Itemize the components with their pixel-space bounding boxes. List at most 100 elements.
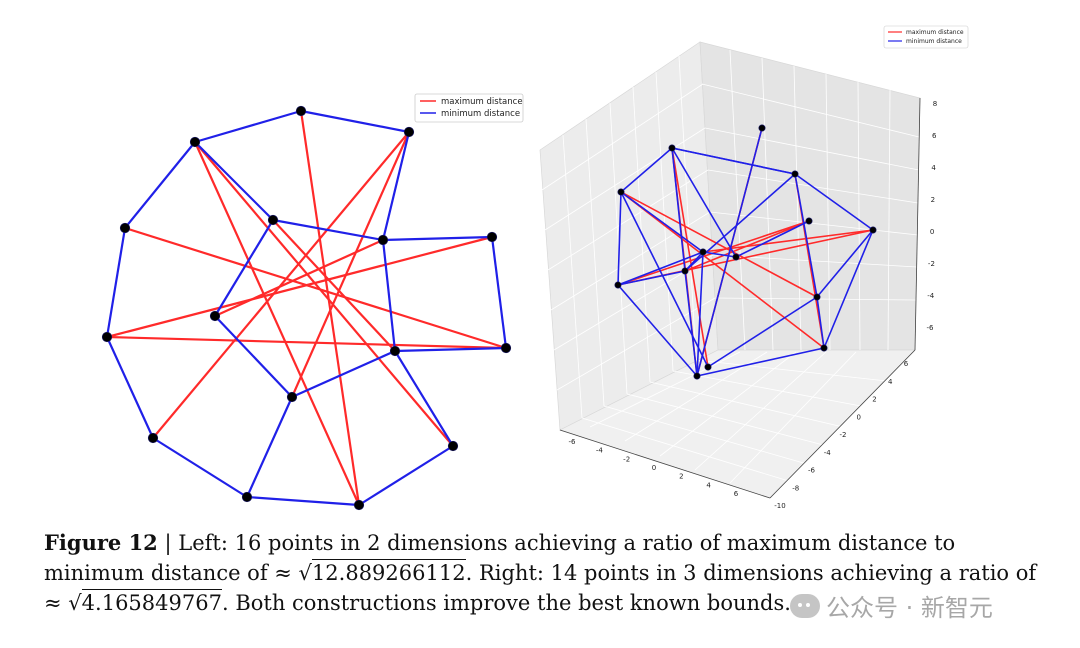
right-point-4: [805, 217, 813, 225]
y-tick-2: -6: [808, 467, 816, 475]
left-max-edge-3: [193, 141, 361, 506]
figure-label: Figure 12: [44, 530, 158, 555]
right-point-2: [791, 170, 799, 178]
right-min-edge-5: [696, 347, 825, 377]
left-point-7: [101, 331, 113, 343]
axes-3d-panes: [539, 41, 921, 499]
left-min-edge-0: [194, 109, 302, 144]
left-max-edge-7: [106, 335, 507, 350]
x-axis-tick-labels: -6 -4 -2 0 2 4 6: [569, 438, 739, 498]
left-figure-2d: maximum distance minimum distance: [101, 93, 524, 511]
left-min-edge-10: [490, 236, 508, 349]
y-tick-0: -10: [774, 502, 785, 510]
y-tick-8: 6: [904, 360, 909, 368]
left-min-edge-6: [246, 495, 360, 507]
right-min-edge-2: [620, 147, 673, 193]
watermark-text: 公众号 · 新智元: [826, 594, 993, 622]
right-min-edge-6: [823, 229, 874, 349]
right-point-0: [758, 124, 766, 132]
left-min-edge-15: [272, 218, 384, 242]
left-point-13: [447, 440, 459, 452]
left-point-14: [241, 491, 253, 503]
left-points: [101, 105, 512, 511]
left-min-edge-12: [381, 131, 411, 241]
x-tick-3: 0: [652, 464, 656, 472]
right-min-edge-4: [617, 284, 698, 377]
left-min-edge-19: [245, 396, 294, 498]
right-min-edge-19: [735, 220, 810, 258]
figure-caption: Figure 12 | Left: 16 points in 2 dimensi…: [44, 528, 1044, 618]
right-min-edge-15: [696, 251, 704, 377]
right-min-edge-18: [702, 251, 737, 258]
right-min-edge-13: [816, 296, 825, 349]
z-axis-tick-labels: 8 6 4 2 0 -2 -4 -6: [927, 100, 938, 332]
left-min-edge-17: [214, 315, 293, 398]
y-tick-3: -4: [824, 449, 832, 457]
right-point-11: [820, 344, 828, 352]
z-tick-5: -2: [928, 260, 935, 268]
z-tick-4: 0: [930, 228, 934, 236]
caption-text-1: Left: 16 points in 2 dimensions achievin…: [44, 531, 956, 585]
legend-max-label: maximum distance: [441, 97, 523, 107]
right-point-7: [732, 253, 740, 261]
left-min-edge-16: [214, 219, 274, 317]
left-max-edge-8: [272, 219, 396, 352]
caption-text-3: . Both constructions improve the best kn…: [221, 591, 791, 615]
sqrt-2: √4.165849767: [68, 589, 222, 615]
left-min-edge-11: [382, 235, 493, 242]
right-point-6: [699, 248, 707, 256]
left-point-6: [486, 231, 498, 243]
left-legend: maximum distance minimum distance: [414, 93, 524, 123]
caption-text-2: . Right: 14 points in 3 dimensions achie…: [44, 561, 1037, 615]
left-max-edge-4: [194, 141, 454, 447]
left-point-1: [403, 126, 415, 138]
z-tick-1: 6: [932, 132, 937, 140]
right-point-5: [869, 226, 877, 234]
right-min-edge-11: [794, 173, 818, 298]
right-point-1: [668, 144, 676, 152]
left-max-edge-5: [124, 226, 507, 350]
x-tick-5: 4: [706, 481, 711, 489]
left-min-edge-2: [124, 141, 196, 229]
left-min-edge-5: [152, 437, 248, 498]
y-tick-5: 0: [857, 413, 861, 421]
left-point-8: [209, 310, 221, 322]
left-point-2: [189, 136, 201, 148]
sqrt-1: √12.889266112: [298, 559, 466, 585]
right-max-edge-8: [620, 191, 825, 349]
left-min-edge-3: [105, 227, 127, 338]
left-min-edge-18: [291, 349, 396, 399]
right-point-12: [693, 372, 701, 380]
y-tick-1: -8: [792, 484, 799, 492]
right-points: [614, 124, 877, 380]
right-min-edges: [617, 127, 874, 377]
right-min-edge-9: [671, 147, 686, 272]
left-point-10: [389, 345, 401, 357]
left-min-edge-1: [300, 109, 410, 134]
sqrt-1-radicand: 12.889266112: [311, 559, 466, 585]
z-tick-0: 8: [933, 100, 937, 108]
left-min-edge-7: [358, 445, 454, 506]
x-tick-0: -6: [569, 438, 577, 446]
left-point-12: [147, 432, 159, 444]
right-min-edge-24: [617, 251, 704, 286]
sqrt-2-radicand: 4.165849767: [81, 589, 222, 615]
right-max-edge-1: [620, 191, 818, 298]
left-max-edge-0: [299, 110, 361, 506]
left-point-11: [286, 391, 298, 403]
left-min-edge-8: [394, 350, 454, 447]
right-min-edge-10: [617, 270, 686, 286]
legend3d-max-label: maximum distance: [906, 29, 964, 36]
left-point-9: [500, 342, 512, 354]
left-max-edges: [106, 110, 507, 506]
y-tick-4: -2: [840, 431, 847, 439]
y-tick-7: 4: [888, 378, 893, 386]
x-tick-1: -4: [596, 447, 604, 455]
right-figure-3d: -6 -4 -2 0 2 4 6 -10 -8 -6 -4 -2 0 2 4 6 8 6 4 2 0 -2 -4 -6 m…: [539, 25, 969, 510]
right-point-10: [813, 293, 821, 301]
right-point-13: [704, 363, 712, 371]
left-min-edge-13: [381, 239, 397, 352]
left-point-3: [119, 222, 131, 234]
right-legend: maximum distance minimum distance: [883, 25, 969, 49]
z-tick-7: -6: [927, 324, 935, 332]
